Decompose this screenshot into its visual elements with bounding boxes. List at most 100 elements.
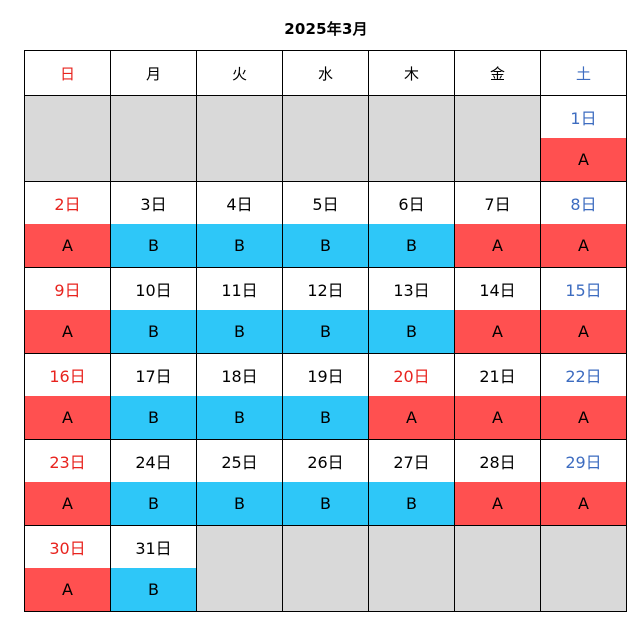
day-cell[interactable]: 15日 A (541, 268, 627, 354)
day-cell[interactable]: 10日 B (111, 268, 197, 354)
day-number: 10日 (111, 268, 196, 310)
shift-badge: B (111, 482, 196, 525)
day-cell[interactable]: 27日 B (369, 440, 455, 526)
shift-badge: A (25, 396, 110, 439)
shift-badge: A (541, 310, 626, 353)
shift-badge: B (197, 224, 282, 267)
day-number: 2日 (25, 182, 110, 224)
day-number: 18日 (197, 354, 282, 396)
day-cell[interactable]: 22日 A (541, 354, 627, 440)
day-number: 28日 (455, 440, 540, 482)
empty-day-cell (369, 96, 455, 182)
day-number: 26日 (283, 440, 368, 482)
day-number: 15日 (541, 268, 626, 310)
shift-badge: B (283, 482, 368, 525)
weekday-header-sun: 日 (25, 51, 111, 96)
day-number: 14日 (455, 268, 540, 310)
day-number: 5日 (283, 182, 368, 224)
empty-day-cell (197, 96, 283, 182)
empty-day-cell (369, 526, 455, 612)
weekday-header-sat: 土 (541, 51, 627, 96)
weekday-header-tue: 火 (197, 51, 283, 96)
shift-badge: A (455, 482, 540, 525)
shift-badge: B (111, 224, 196, 267)
day-cell[interactable]: 30日 A (25, 526, 111, 612)
day-cell[interactable]: 4日 B (197, 182, 283, 268)
day-cell[interactable]: 7日 A (455, 182, 541, 268)
day-cell[interactable]: 24日 B (111, 440, 197, 526)
empty-day-cell (283, 96, 369, 182)
day-number: 12日 (283, 268, 368, 310)
day-cell[interactable]: 14日 A (455, 268, 541, 354)
day-number: 6日 (369, 182, 454, 224)
shift-badge: A (541, 396, 626, 439)
day-number: 20日 (369, 354, 454, 396)
day-number: 8日 (541, 182, 626, 224)
shift-badge: A (25, 482, 110, 525)
day-number: 1日 (541, 96, 626, 138)
day-cell[interactable]: 21日 A (455, 354, 541, 440)
empty-day-cell (455, 526, 541, 612)
day-cell[interactable]: 9日 A (25, 268, 111, 354)
shift-badge: A (455, 310, 540, 353)
calendar-title: 2025年3月 (284, 20, 368, 38)
day-number: 13日 (369, 268, 454, 310)
day-number: 9日 (25, 268, 110, 310)
shift-badge: A (455, 224, 540, 267)
shift-badge: B (283, 396, 368, 439)
day-number: 19日 (283, 354, 368, 396)
day-cell[interactable]: 23日 A (25, 440, 111, 526)
day-cell[interactable]: 18日 B (197, 354, 283, 440)
weekday-header-fri: 金 (455, 51, 541, 96)
day-number: 3日 (111, 182, 196, 224)
day-number: 11日 (197, 268, 282, 310)
empty-day-cell (455, 96, 541, 182)
day-number: 16日 (25, 354, 110, 396)
day-cell[interactable]: 31日 B (111, 526, 197, 612)
day-number: 30日 (25, 526, 110, 568)
day-cell[interactable]: 8日 A (541, 182, 627, 268)
weekday-header-thu: 木 (369, 51, 455, 96)
shift-badge: B (369, 310, 454, 353)
day-cell[interactable]: 26日 B (283, 440, 369, 526)
day-number: 27日 (369, 440, 454, 482)
day-number: 17日 (111, 354, 196, 396)
weekday-header-wed: 水 (283, 51, 369, 96)
day-cell[interactable]: 12日 B (283, 268, 369, 354)
day-number: 31日 (111, 526, 196, 568)
empty-day-cell (111, 96, 197, 182)
day-cell[interactable]: 2日 A (25, 182, 111, 268)
day-cell[interactable]: 6日 B (369, 182, 455, 268)
shift-badge: A (369, 396, 454, 439)
day-cell[interactable]: 11日 B (197, 268, 283, 354)
day-cell[interactable]: 28日 A (455, 440, 541, 526)
empty-day-cell (197, 526, 283, 612)
day-cell[interactable]: 29日 A (541, 440, 627, 526)
day-number: 21日 (455, 354, 540, 396)
shift-badge: B (369, 482, 454, 525)
shift-badge: A (541, 482, 626, 525)
day-cell[interactable]: 3日 B (111, 182, 197, 268)
weekday-header-mon: 月 (111, 51, 197, 96)
empty-day-cell (25, 96, 111, 182)
shift-badge: A (455, 396, 540, 439)
shift-badge: A (541, 138, 626, 181)
day-cell[interactable]: 1日 A (541, 96, 627, 182)
shift-badge: B (197, 396, 282, 439)
day-cell[interactable]: 16日 A (25, 354, 111, 440)
shift-badge: A (25, 568, 110, 611)
shift-badge: B (283, 224, 368, 267)
day-cell[interactable]: 5日 B (283, 182, 369, 268)
empty-day-cell (283, 526, 369, 612)
shift-badge: B (283, 310, 368, 353)
day-number: 25日 (197, 440, 282, 482)
day-cell[interactable]: 17日 B (111, 354, 197, 440)
day-number: 23日 (25, 440, 110, 482)
shift-badge: B (111, 310, 196, 353)
day-number: 7日 (455, 182, 540, 224)
day-cell[interactable]: 20日 A (369, 354, 455, 440)
day-cell[interactable]: 25日 B (197, 440, 283, 526)
day-cell[interactable]: 19日 B (283, 354, 369, 440)
day-cell[interactable]: 13日 B (369, 268, 455, 354)
shift-badge: B (111, 396, 196, 439)
